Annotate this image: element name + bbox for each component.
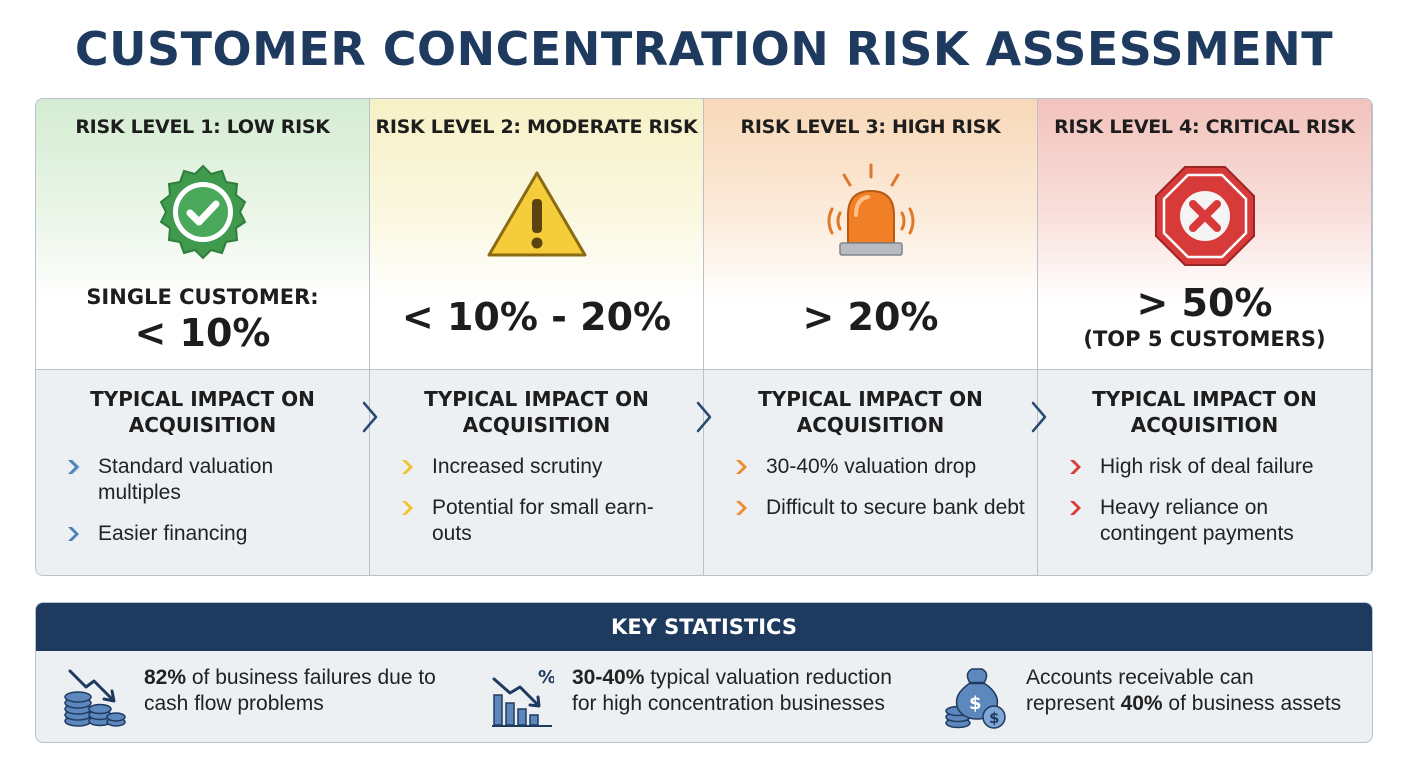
declining-bar-chart-percent-icon: % (492, 667, 554, 727)
risk-level-header: RISK LEVEL 4: CRITICAL RISK > 50% (TOP 5… (1038, 99, 1371, 369)
risk-level-title: RISK LEVEL 3: HIGH RISK (740, 116, 1001, 138)
risk-level-title: RISK LEVEL 4: CRITICAL RISK (1054, 116, 1355, 138)
stat-item: 82% of business failures due to cash flo… (62, 665, 436, 729)
warning-triangle-icon (482, 161, 592, 271)
impact-section: TYPICAL IMPACT ON ACQUISITION Increased … (370, 369, 703, 575)
stat-text: 82% of business failures due to cash flo… (144, 666, 436, 715)
chevron-right-icon (402, 460, 413, 474)
list-item: Easier financing (64, 521, 359, 547)
stat-item: % 30-40% typical valuation reduction for… (490, 665, 892, 729)
stat-text: 30-40% typical valuation reduction for h… (572, 666, 892, 715)
chevron-right-icon (68, 459, 80, 475)
checkmark-badge-icon (148, 161, 258, 271)
alarm-siren-icon (816, 161, 926, 271)
svg-text:$: $ (969, 693, 982, 714)
risk-level-header: RISK LEVEL 3: HIGH RISK > 20% (704, 99, 1037, 369)
threshold-note: (TOP 5 CUSTOMERS) (1083, 327, 1326, 351)
risk-level-4-column: RISK LEVEL 4: CRITICAL RISK > 50% (TOP 5… (1038, 99, 1372, 575)
risk-level-1-column: RISK LEVEL 1: LOW RISK SINGLE CUSTOMER: … (36, 99, 370, 575)
chevron-right-icon (1031, 401, 1047, 433)
impact-section: TYPICAL IMPACT ON ACQUISITION Standard v… (36, 369, 369, 575)
stat-text: Accounts receivable can represent 40% of… (1026, 666, 1342, 715)
threshold-value: > 20% (802, 295, 939, 339)
chevron-right-icon (1070, 460, 1081, 474)
threshold-value: > 50% (1136, 281, 1273, 325)
threshold-value: < 10% - 20% (401, 295, 672, 339)
risk-level-3-column: RISK LEVEL 3: HIGH RISK > 20% (704, 99, 1038, 575)
stat-item: $ $ Accounts receivable can represent 40… (944, 665, 1341, 729)
risk-levels-grid: RISK LEVEL 1: LOW RISK SINGLE CUSTOMER: … (35, 98, 1373, 576)
list-item: Standard valuation multiples (64, 454, 359, 506)
list-item: High risk of deal failure (1066, 454, 1361, 480)
impact-section: TYPICAL IMPACT ON ACQUISITION High risk … (1038, 369, 1371, 575)
risk-level-title: RISK LEVEL 2: MODERATE RISK (375, 116, 698, 138)
risk-level-header: RISK LEVEL 2: MODERATE RISK < 10% - 20% (370, 99, 703, 369)
impact-title: TYPICAL IMPACT ON ACQUISITION (758, 387, 983, 437)
chevron-right-icon (402, 501, 413, 515)
money-bag-coins-icon: $ $ (945, 668, 1006, 729)
impact-list: Increased scrutiny Potential for small e… (398, 454, 693, 562)
impact-list: 30-40% valuation drop Difficult to secur… (732, 454, 1027, 536)
list-item: Increased scrutiny (398, 454, 693, 480)
list-item: Difficult to secure bank debt (732, 495, 1027, 521)
key-statistics-panel: KEY STATISTICS 82% of business failures … (35, 602, 1373, 743)
impact-list: High risk of deal failure Heavy reliance… (1066, 454, 1361, 562)
risk-level-2-column: RISK LEVEL 2: MODERATE RISK < 10% - 20% … (370, 99, 704, 575)
threshold-label: SINGLE CUSTOMER: (86, 285, 319, 309)
chevron-right-icon (696, 401, 712, 433)
list-item: Heavy reliance on contingent payments (1066, 495, 1361, 547)
chevron-right-icon (736, 501, 747, 515)
threshold-value: < 10% (134, 311, 271, 355)
coins-down-arrow-icon (64, 669, 126, 727)
svg-text:%: % (538, 667, 554, 688)
risk-level-title: RISK LEVEL 1: LOW RISK (75, 116, 330, 138)
impact-title: TYPICAL IMPACT ON ACQUISITION (90, 387, 315, 437)
chevron-right-icon (68, 527, 79, 541)
chevron-right-icon (362, 401, 378, 433)
risk-level-header: RISK LEVEL 1: LOW RISK SINGLE CUSTOMER: … (36, 99, 369, 369)
svg-text:$: $ (989, 709, 999, 727)
chevron-right-icon (736, 460, 747, 474)
list-item: Potential for small earn-outs (398, 495, 693, 547)
impact-title: TYPICAL IMPACT ON ACQUISITION (424, 387, 649, 437)
key-statistics-header: KEY STATISTICS (36, 603, 1372, 651)
impact-section: TYPICAL IMPACT ON ACQUISITION 30-40% val… (704, 369, 1037, 575)
impact-title: TYPICAL IMPACT ON ACQUISITION (1092, 387, 1317, 437)
page-title: CUSTOMER CONCENTRATION RISK ASSESSMENT (74, 22, 1334, 76)
impact-list: Standard valuation multiples Easier fina… (64, 454, 359, 562)
chevron-right-icon (1070, 501, 1081, 515)
list-item: 30-40% valuation drop (732, 454, 1027, 480)
stop-octagon-x-icon (1150, 161, 1260, 271)
